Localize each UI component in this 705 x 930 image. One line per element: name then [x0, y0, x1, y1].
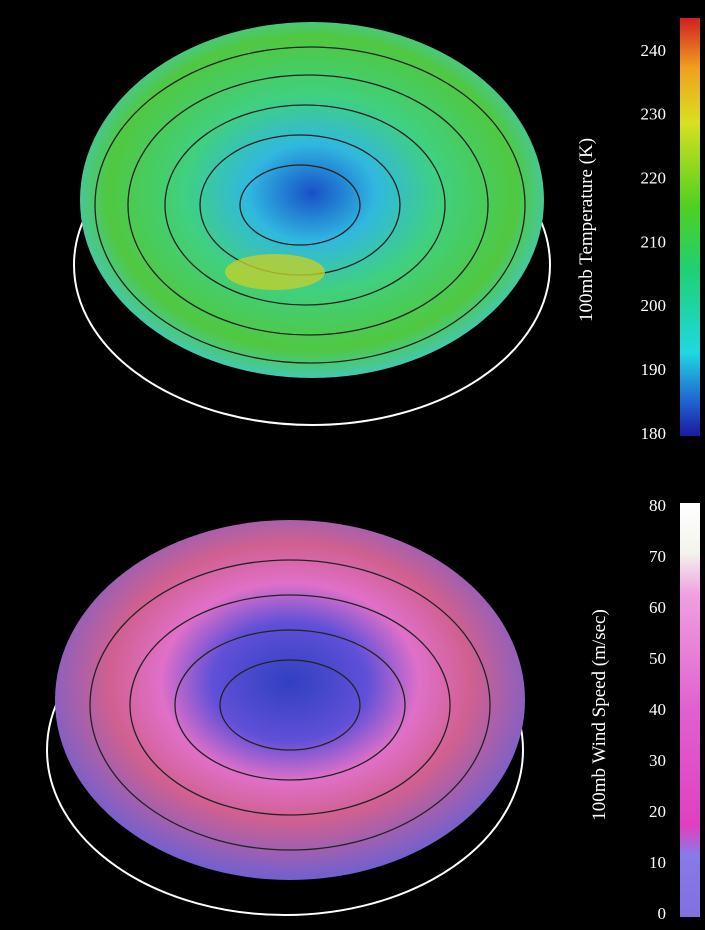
tick-label: 50 — [649, 649, 666, 668]
colorbar-label: 100mb Temperature (K) — [576, 138, 597, 322]
tick-label: 10 — [649, 853, 666, 872]
colorbar-label: 100mb Wind Speed (m/sec) — [589, 609, 610, 821]
tick-label: 180 — [641, 424, 667, 443]
figure: 100mb Temperature (K) 100mb Wind Speed (… — [0, 0, 705, 930]
tick-label: 40 — [649, 700, 666, 719]
tick-label: 240 — [641, 41, 667, 60]
wind-globe — [47, 520, 525, 915]
tick-labels: 180 190 200 210 220 230 240 0 10 20 30 40 50 60 70 80 — [641, 41, 667, 923]
temperature-globe — [74, 22, 550, 425]
tick-label: 30 — [649, 751, 666, 770]
tick-label: 70 — [649, 547, 666, 566]
tick-label: 0 — [658, 904, 667, 923]
tick-label: 190 — [641, 360, 667, 379]
temperature-colorbar — [680, 18, 700, 436]
tick-label: 60 — [649, 598, 666, 617]
tick-label: 220 — [641, 169, 667, 188]
tick-label: 200 — [641, 296, 667, 315]
tick-label: 80 — [649, 496, 666, 515]
tick-label: 20 — [649, 802, 666, 821]
tick-label: 210 — [641, 232, 667, 251]
wind-colorbar — [680, 503, 700, 917]
tick-label: 230 — [641, 105, 667, 124]
